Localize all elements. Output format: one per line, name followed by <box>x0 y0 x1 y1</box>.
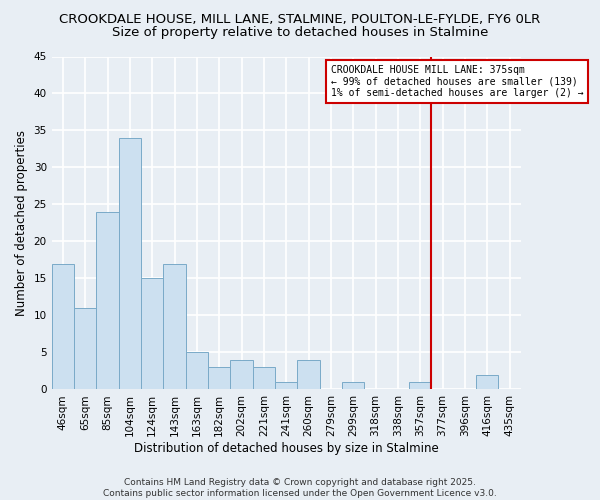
Bar <box>163 264 185 390</box>
Bar <box>409 382 431 390</box>
Bar <box>342 382 364 390</box>
Bar <box>97 212 119 390</box>
Text: Size of property relative to detached houses in Stalmine: Size of property relative to detached ho… <box>112 26 488 39</box>
Bar <box>275 382 298 390</box>
Bar <box>185 352 208 390</box>
X-axis label: Distribution of detached houses by size in Stalmine: Distribution of detached houses by size … <box>134 442 439 455</box>
Bar <box>119 138 141 390</box>
Text: Contains HM Land Registry data © Crown copyright and database right 2025.
Contai: Contains HM Land Registry data © Crown c… <box>103 478 497 498</box>
Y-axis label: Number of detached properties: Number of detached properties <box>15 130 28 316</box>
Text: CROOKDALE HOUSE MILL LANE: 375sqm
← 99% of detached houses are smaller (139)
1% : CROOKDALE HOUSE MILL LANE: 375sqm ← 99% … <box>331 65 583 98</box>
Bar <box>141 278 163 390</box>
Bar <box>208 368 230 390</box>
Bar <box>52 264 74 390</box>
Bar <box>74 308 97 390</box>
Bar <box>298 360 320 390</box>
Bar <box>230 360 253 390</box>
Bar <box>253 368 275 390</box>
Bar <box>476 374 499 390</box>
Text: CROOKDALE HOUSE, MILL LANE, STALMINE, POULTON-LE-FYLDE, FY6 0LR: CROOKDALE HOUSE, MILL LANE, STALMINE, PO… <box>59 12 541 26</box>
